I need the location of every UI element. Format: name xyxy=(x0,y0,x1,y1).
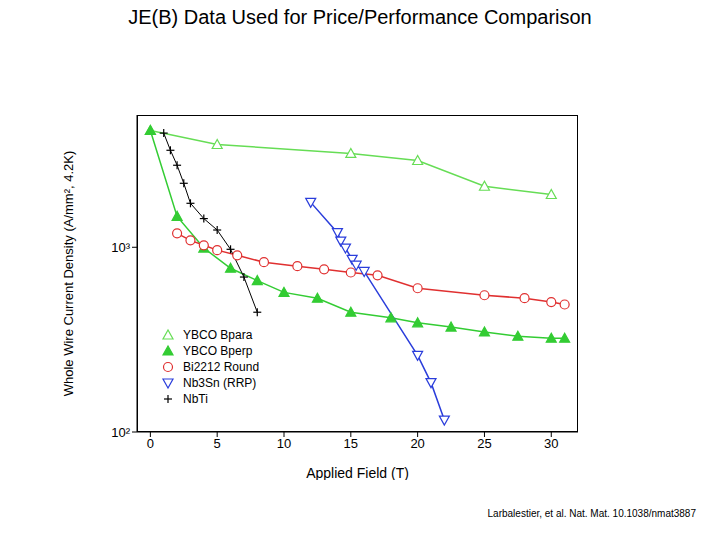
html-text:NbTi: NbTi xyxy=(183,392,208,406)
svg-text:10: 10 xyxy=(277,436,291,451)
svg-text:Whole Wire Current Density (A/: Whole Wire Current Density (A/mm², 4.2K) xyxy=(61,151,76,397)
svg-text:5: 5 xyxy=(214,436,221,451)
html-text:YBCO Bperp: YBCO Bperp xyxy=(183,344,253,358)
svg-text:30: 30 xyxy=(544,436,558,451)
html-text:JE(B) Data Used for Price/Perf: JE(B) Data Used for Price/Performance Co… xyxy=(128,6,592,28)
svg-text:15: 15 xyxy=(344,436,358,451)
html-text:Bi2212 Round: Bi2212 Round xyxy=(183,360,260,374)
html-text:YBCO Bpara: YBCO Bpara xyxy=(183,328,253,342)
svg-text:10²: 10² xyxy=(111,425,130,440)
svg-text:Applied Field (T): Applied Field (T) xyxy=(306,465,409,480)
svg-text:0: 0 xyxy=(147,436,154,451)
html-text:Nb3Sn (RRP): Nb3Sn (RRP) xyxy=(183,376,257,390)
html-text:Larbalestier, et al. Nat. Mat.: Larbalestier, et al. Nat. Mat. 10.1038/n… xyxy=(487,508,696,519)
svg-text:20: 20 xyxy=(410,436,424,451)
svg-text:10³: 10³ xyxy=(111,240,130,255)
svg-text:25: 25 xyxy=(477,436,491,451)
